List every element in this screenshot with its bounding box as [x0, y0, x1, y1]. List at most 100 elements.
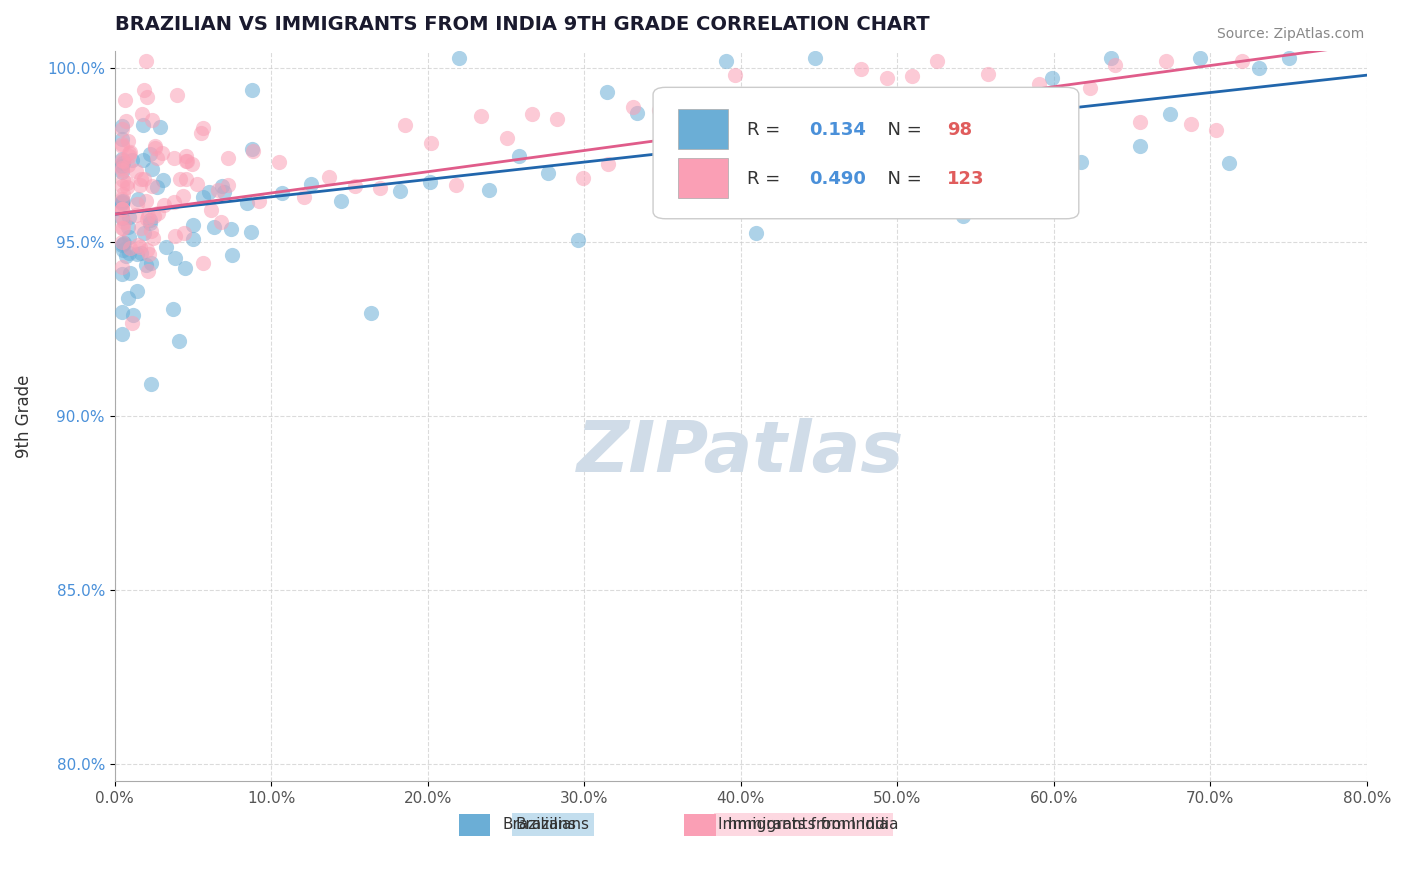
Immigrants from India — [163, 195, 186, 210]
Brazilians — [135, 258, 157, 272]
Immigrants from India — [138, 246, 160, 260]
Brazilians — [111, 160, 134, 174]
Brazilians — [1129, 139, 1152, 153]
Immigrants from India — [111, 202, 134, 217]
Immigrants from India — [118, 145, 141, 160]
Text: BRAZILIAN VS IMMIGRANTS FROM INDIA 9TH GRADE CORRELATION CHART: BRAZILIAN VS IMMIGRANTS FROM INDIA 9TH G… — [115, 15, 929, 34]
Brazilians — [567, 233, 589, 247]
Immigrants from India — [115, 179, 138, 194]
Immigrants from India — [136, 90, 159, 104]
Immigrants from India — [621, 100, 644, 114]
Immigrants from India — [141, 178, 163, 193]
Immigrants from India — [173, 226, 195, 240]
Immigrants from India — [1104, 58, 1126, 72]
Immigrants from India — [186, 177, 208, 191]
Brazilians — [655, 99, 678, 113]
Immigrants from India — [174, 154, 197, 169]
Brazilians — [1188, 51, 1211, 65]
Brazilians — [952, 209, 974, 223]
Brazilians — [1247, 61, 1270, 75]
Immigrants from India — [111, 153, 134, 168]
Immigrants from India — [128, 178, 150, 192]
Immigrants from India — [495, 131, 517, 145]
Brazilians — [863, 159, 886, 173]
Immigrants from India — [901, 69, 924, 83]
Brazilians — [744, 226, 766, 240]
Immigrants from India — [111, 179, 134, 194]
Text: 123: 123 — [948, 169, 984, 187]
Immigrants from India — [111, 192, 134, 206]
Brazilians — [118, 229, 141, 244]
Brazilians — [299, 177, 322, 191]
Immigrants from India — [127, 196, 149, 211]
Brazilians — [117, 220, 139, 235]
Brazilians — [141, 162, 163, 177]
Immigrants from India — [851, 62, 873, 77]
Immigrants from India — [207, 183, 229, 197]
Brazilians — [111, 196, 134, 211]
Brazilians — [191, 190, 214, 204]
Brazilians — [121, 153, 143, 167]
Immigrants from India — [112, 221, 135, 235]
Immigrants from India — [318, 170, 340, 185]
Immigrants from India — [153, 198, 176, 212]
Text: Source: ZipAtlas.com: Source: ZipAtlas.com — [1216, 27, 1364, 41]
Immigrants from India — [112, 215, 135, 229]
Brazilians — [1070, 155, 1092, 169]
Brazilians — [1277, 51, 1299, 65]
Brazilians — [118, 245, 141, 260]
Brazilians — [111, 194, 134, 209]
Immigrants from India — [143, 140, 166, 154]
Brazilians — [1159, 106, 1181, 120]
Brazilians — [221, 248, 243, 262]
Brazilians — [111, 132, 134, 146]
Brazilians — [141, 377, 163, 392]
Immigrants from India — [115, 176, 138, 190]
Immigrants from India — [150, 146, 173, 161]
Brazilians — [111, 165, 134, 179]
Immigrants from India — [825, 120, 848, 134]
Brazilians — [478, 183, 501, 197]
Immigrants from India — [129, 221, 152, 235]
Immigrants from India — [146, 206, 169, 220]
Text: N =: N = — [876, 120, 928, 138]
Brazilians — [152, 173, 174, 187]
Brazilians — [115, 249, 138, 263]
Immigrants from India — [136, 264, 159, 278]
Immigrants from India — [800, 121, 823, 136]
Immigrants from India — [131, 106, 153, 120]
Brazilians — [981, 104, 1004, 119]
Brazilians — [803, 51, 825, 65]
Immigrants from India — [343, 179, 366, 194]
Brazilians — [169, 334, 191, 348]
Immigrants from India — [111, 260, 134, 274]
Immigrants from India — [1230, 54, 1253, 69]
Brazilians — [214, 186, 236, 200]
Immigrants from India — [112, 186, 135, 201]
Brazilians — [685, 202, 707, 217]
FancyBboxPatch shape — [678, 158, 728, 198]
Immigrants from India — [520, 107, 543, 121]
Immigrants from India — [112, 173, 135, 187]
Brazilians — [922, 147, 945, 161]
Text: 0.490: 0.490 — [810, 169, 866, 187]
Immigrants from India — [125, 164, 148, 178]
Brazilians — [893, 113, 915, 128]
Brazilians — [139, 255, 162, 269]
Immigrants from India — [648, 103, 671, 117]
Immigrants from India — [217, 178, 239, 192]
Brazilians — [360, 306, 382, 320]
Immigrants from India — [394, 119, 416, 133]
Immigrants from India — [419, 136, 441, 151]
Immigrants from India — [209, 215, 232, 229]
Immigrants from India — [169, 171, 191, 186]
Brazilians — [111, 237, 134, 252]
Brazilians — [146, 180, 169, 194]
Brazilians — [111, 196, 134, 211]
Immigrants from India — [699, 119, 721, 133]
Brazilians — [219, 222, 242, 236]
Immigrants from India — [775, 93, 797, 107]
Brazilians — [235, 195, 257, 210]
Immigrants from India — [135, 211, 157, 226]
Immigrants from India — [444, 178, 467, 192]
